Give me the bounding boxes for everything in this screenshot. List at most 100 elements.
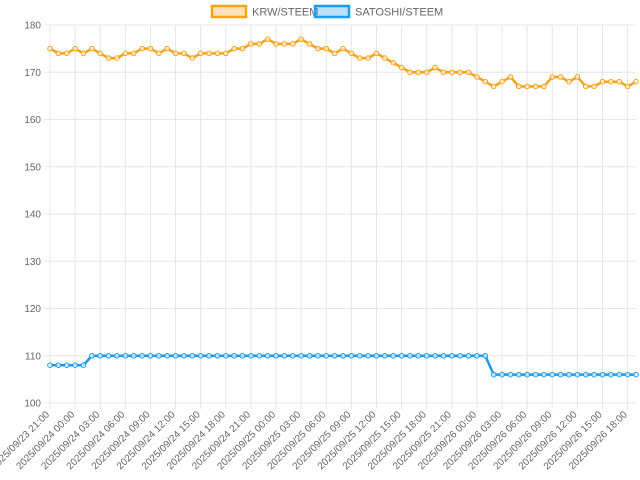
data-point [264, 36, 271, 42]
data-point [390, 352, 397, 359]
legend-swatch [313, 4, 351, 19]
legend-label: SATOSHI/STEEM [355, 7, 443, 19]
data-point [532, 371, 539, 378]
data-point [281, 41, 288, 47]
data-point [591, 371, 597, 378]
data-point [197, 352, 204, 359]
data-point [599, 371, 606, 378]
data-point [507, 74, 514, 80]
data-point [189, 55, 196, 61]
data-point [582, 83, 589, 90]
data-point [474, 74, 480, 80]
data-point [47, 45, 53, 52]
data-point [197, 50, 204, 57]
data-point [382, 55, 388, 61]
data-point [616, 371, 623, 378]
data-point [63, 362, 70, 369]
data-point [139, 45, 145, 52]
y-tick-label: 180 [24, 21, 41, 32]
data-point [356, 352, 363, 359]
data-point [239, 352, 246, 359]
data-point [516, 371, 522, 378]
data-point [331, 50, 338, 57]
data-point [365, 55, 371, 61]
y-tick-label: 140 [24, 210, 41, 221]
data-point [323, 45, 330, 52]
data-point [80, 362, 87, 369]
data-point [97, 50, 104, 57]
data-point [599, 78, 606, 85]
data-point [423, 69, 430, 76]
data-point [524, 371, 530, 378]
data-point [315, 45, 321, 52]
data-point [608, 78, 614, 85]
y-tick-label: 150 [24, 162, 41, 173]
data-point [172, 352, 179, 359]
data-point [482, 78, 489, 85]
data-point [432, 352, 438, 359]
data-point [315, 352, 321, 359]
data-point [624, 83, 631, 90]
y-tick-label: 130 [24, 257, 41, 268]
y-tick-label: 170 [24, 68, 41, 79]
data-point [365, 352, 371, 359]
data-point [172, 50, 179, 57]
data-point [465, 69, 472, 76]
data-point [541, 371, 547, 378]
data-point [223, 352, 229, 359]
data-point [130, 50, 137, 57]
data-point [55, 362, 62, 369]
data-point [348, 352, 355, 359]
data-point [72, 45, 78, 52]
data-point [440, 69, 447, 76]
data-point [306, 352, 313, 359]
data-point [457, 352, 464, 359]
data-point [281, 352, 288, 359]
data-point [105, 55, 112, 61]
data-point [97, 352, 104, 359]
data-point [223, 50, 229, 57]
data-point [616, 78, 623, 85]
data-point [306, 41, 313, 47]
data-point [181, 352, 187, 359]
data-point [273, 41, 279, 47]
data-point [273, 352, 279, 359]
data-point [156, 50, 162, 57]
data-point [398, 352, 405, 359]
data-point [633, 371, 639, 378]
data-point [490, 83, 497, 90]
data-point [256, 41, 263, 47]
data-point [122, 352, 129, 359]
data-point [231, 45, 237, 52]
y-tick-label: 160 [24, 115, 41, 126]
data-point [407, 352, 413, 359]
data-point [156, 352, 162, 359]
data-point [206, 352, 212, 359]
data-point [122, 50, 129, 57]
data-point [415, 69, 422, 76]
data-point [47, 362, 53, 369]
data-point [549, 371, 556, 378]
data-point [214, 352, 221, 359]
data-point [532, 83, 539, 90]
data-point [80, 50, 87, 57]
data-point [348, 50, 355, 57]
data-point [248, 41, 254, 47]
data-point [541, 83, 547, 90]
data-point [164, 45, 170, 52]
data-point [440, 352, 447, 359]
data-point [582, 371, 589, 378]
data-point [130, 352, 137, 359]
data-point [181, 50, 187, 57]
data-point [63, 50, 70, 57]
data-point [256, 352, 263, 359]
data-point [390, 60, 397, 66]
data-point [114, 352, 120, 359]
data-point [407, 69, 413, 76]
data-point [289, 352, 296, 359]
data-point [474, 352, 480, 359]
data-point [289, 41, 296, 47]
data-point [373, 352, 380, 359]
data-point [557, 371, 564, 378]
data-point [139, 352, 145, 359]
